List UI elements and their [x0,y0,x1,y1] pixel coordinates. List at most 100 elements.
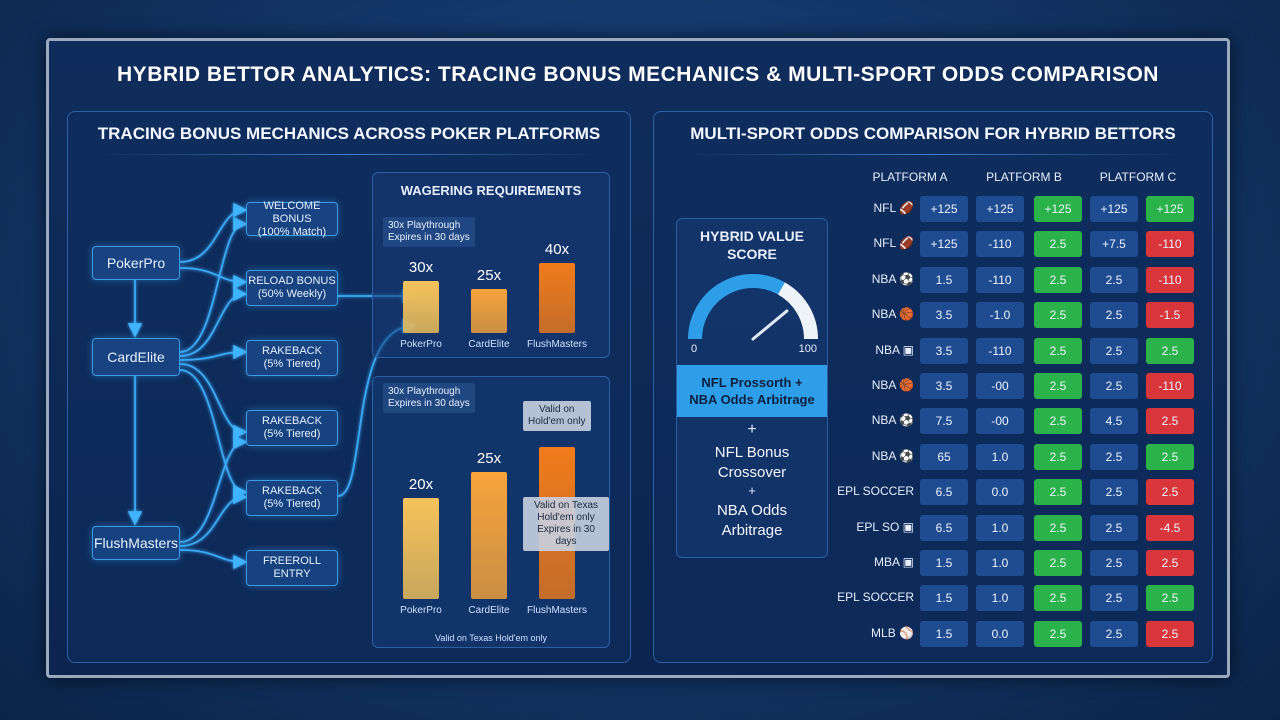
odds-panel-title: MULTI-SPORT ODDS COMPARISON FOR HYBRID B… [690,124,1176,143]
page-title: HYBRID BETTOR ANALYTICS: TRACING BONUS M… [117,63,1159,86]
odds-cell[interactable]: 2.5 [1090,479,1138,506]
odds-cell[interactable]: -4.5 [1146,514,1194,541]
odds-cell[interactable]: -110 [976,231,1024,258]
odds-cell[interactable]: -110 [1146,373,1194,399]
odds-cell[interactable]: 2.5 [1090,302,1138,329]
x-axis-label: PokerPro [400,605,442,616]
odds-cell[interactable]: 1.0 [976,514,1024,541]
wagering-chart: WAGERING REQUIREMENTS 30x PokerPro 25x Card… [372,172,610,358]
bar-cardelite [471,472,507,599]
odds-cell[interactable]: 1.0 [976,585,1024,612]
odds-cell[interactable]: +125 [920,196,968,222]
odds-cell[interactable]: +125 [976,196,1024,222]
odds-cell[interactable]: 2.5 [1090,585,1138,612]
x-axis-label: PokerPro [400,339,442,350]
odds-cell[interactable]: 1.5 [920,620,968,647]
gauge-title: HYBRID VALUE SCORE [700,228,804,262]
odds-cell[interactable]: 7.5 [920,408,968,435]
odds-cell[interactable]: -110 [1146,266,1194,293]
odds-cell[interactable]: 2.5 [1034,266,1082,293]
odds-cell[interactable]: -110 [976,266,1024,293]
bonus-reload[interactable]: RELOAD BONUS (50% Weekly) [246,270,338,306]
gauge-dial [688,274,818,341]
odds-cell[interactable]: 2.5 [1034,408,1082,435]
chart-footer-note: Valid on Texas Hold'em only [435,633,547,643]
odds-cell[interactable]: 1.5 [920,585,968,612]
row-sport-label: NFL 🏈 [873,236,915,251]
odds-cell[interactable]: 0.0 [976,620,1024,647]
odds-cell[interactable]: -00 [976,408,1024,435]
odds-cell[interactable]: 2.5 [1146,585,1194,612]
odds-cell[interactable]: 2.5 [1090,550,1138,576]
odds-cell[interactable]: 0.0 [976,479,1024,506]
bonus-welcome[interactable]: WELCOME BONUS (100% Match) [246,200,338,238]
odds-cell[interactable]: 2.5 [1034,373,1082,399]
odds-cell[interactable]: -1.5 [1146,302,1194,329]
platform-cardelite[interactable]: CardElite [92,338,180,376]
bar-pokerpro [403,280,439,333]
odds-cell[interactable]: 2.5 [1034,550,1082,576]
odds-cell[interactable]: -1.0 [976,302,1024,329]
odds-cell[interactable]: 1.5 [920,266,968,293]
odds-cell[interactable]: 2.5 [1034,585,1082,612]
row-sport-label: NBA 🏀 [871,307,914,322]
odds-cell[interactable]: 2.5 [1034,337,1082,364]
odds-cell[interactable]: 2.5 [1146,337,1194,364]
odds-cell[interactable]: +125 [920,231,968,258]
odds-cell[interactable]: 2.5 [1034,514,1082,541]
platform-flushmasters[interactable]: FlushMasters [92,526,180,560]
odds-cell[interactable]: 6.5 [920,514,968,541]
odds-cell[interactable]: 2.5 [1090,443,1138,470]
texas-holdem-callout: Valid on Texas Hold'em only Expires in 3… [523,497,609,551]
bonus-panel-title: TRACING BONUS MECHANICS ACROSS POKER PLA… [97,124,601,143]
row-sport-label: NBA ⚽ [871,413,914,428]
odds-cell[interactable]: -110 [976,337,1024,364]
odds-cell[interactable]: 1.0 [976,443,1024,470]
odds-cell[interactable]: 65 [920,443,968,470]
bar-pokerpro [403,497,439,599]
odds-cell[interactable]: 2.5 [1090,514,1138,541]
odds-cell[interactable]: 2.5 [1034,479,1082,506]
odds-cell[interactable]: +125 [1034,196,1082,222]
row-sport-label: NBA ⚽ [871,448,914,463]
odds-cell[interactable]: 2.5 [1034,620,1082,647]
odds-cell[interactable]: 2.5 [1090,373,1138,399]
column-platform-b: PLATFORM B [986,170,1062,184]
odds-cell[interactable]: 2.5 [1034,302,1082,329]
odds-cell[interactable]: 2.5 [1146,479,1194,506]
odds-cell[interactable]: 2.5 [1146,550,1194,576]
odds-cell[interactable]: 2.5 [1146,620,1194,647]
odds-cell[interactable]: 3.5 [920,302,968,329]
bonus-rakeback-2[interactable]: RAKEBACK (5% Tiered) [246,410,338,446]
row-sport-label: NBA ▣ [875,342,914,357]
row-sport-label: EPL SOCCER [837,484,914,499]
odds-cell[interactable]: 2.5 [1034,231,1082,258]
bonus-rakeback-1[interactable]: RAKEBACK (5% Tiered) [246,340,338,376]
odds-cell[interactable]: 2.5 [1146,443,1194,470]
odds-comparison-panel: MULTI-SPORT ODDS COMPARISON FOR HYBRID B… [653,111,1213,663]
column-platform-c: PLATFORM C [1099,170,1177,184]
odds-cell[interactable]: +125 [1090,196,1138,222]
row-sport-label: NFL 🏈 [873,201,915,215]
strategy-text: NBA Odds Arbitrage [716,502,788,539]
odds-cell[interactable]: 3.5 [920,373,968,399]
odds-cell[interactable]: 2.5 [1090,337,1138,364]
x-axis-label: FlushMasters [526,339,587,350]
bonus-mechanics-panel: TRACING BONUS MECHANICS ACROSS POKER PLA… [67,111,631,663]
odds-cell[interactable]: 2.5 [1090,266,1138,293]
odds-cell[interactable]: 4.5 [1090,408,1138,435]
odds-cell[interactable]: 1.0 [976,550,1024,576]
odds-cell[interactable]: 1.5 [920,550,968,576]
odds-cell[interactable]: -110 [1146,231,1194,258]
odds-cell[interactable]: 2.5 [1146,408,1194,435]
odds-cell[interactable]: -00 [976,373,1024,399]
odds-cell[interactable]: 3.5 [920,337,968,364]
odds-cell[interactable]: +125 [1146,196,1194,222]
odds-cell[interactable]: 2.5 [1090,620,1138,647]
odds-cell[interactable]: 6.5 [920,479,968,506]
bonus-freeroll[interactable]: FREEROLL ENTRY [246,550,338,586]
odds-cell[interactable]: 2.5 [1034,443,1082,470]
bonus-rakeback-3[interactable]: RAKEBACK (5% Tiered) [246,480,338,516]
odds-cell[interactable]: +7.5 [1090,231,1138,258]
platform-pokerpro[interactable]: PokerPro [92,246,180,280]
